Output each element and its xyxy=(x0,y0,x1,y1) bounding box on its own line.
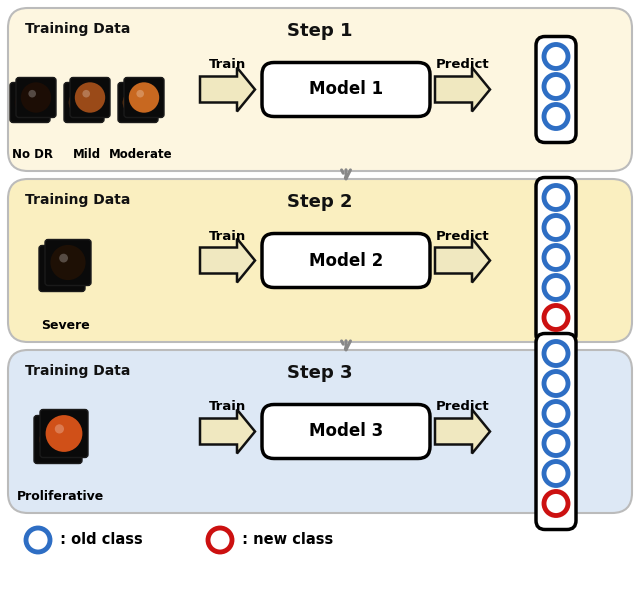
Circle shape xyxy=(544,306,568,329)
Text: Predict: Predict xyxy=(436,58,490,71)
Text: Training Data: Training Data xyxy=(26,364,131,378)
FancyArrow shape xyxy=(200,238,255,283)
FancyBboxPatch shape xyxy=(262,234,430,287)
FancyBboxPatch shape xyxy=(262,405,430,458)
Circle shape xyxy=(544,276,568,300)
Circle shape xyxy=(544,431,568,455)
Circle shape xyxy=(544,491,568,516)
Circle shape xyxy=(22,95,30,103)
FancyBboxPatch shape xyxy=(536,37,576,143)
Circle shape xyxy=(136,90,144,97)
Circle shape xyxy=(544,372,568,395)
Text: : old class: : old class xyxy=(55,533,143,548)
Circle shape xyxy=(55,424,64,434)
Circle shape xyxy=(544,185,568,209)
FancyBboxPatch shape xyxy=(536,178,576,343)
Circle shape xyxy=(544,44,568,68)
Circle shape xyxy=(76,95,84,103)
Circle shape xyxy=(69,87,99,117)
FancyArrow shape xyxy=(435,238,490,283)
FancyBboxPatch shape xyxy=(64,83,104,123)
Text: No DR: No DR xyxy=(13,148,54,161)
Circle shape xyxy=(60,254,68,263)
Circle shape xyxy=(544,342,568,365)
Text: Train: Train xyxy=(209,58,246,71)
Circle shape xyxy=(44,251,79,286)
FancyArrow shape xyxy=(435,67,490,112)
Circle shape xyxy=(544,215,568,240)
FancyBboxPatch shape xyxy=(124,77,164,117)
Circle shape xyxy=(83,90,90,97)
Circle shape xyxy=(129,82,159,113)
Text: Proliferative: Proliferative xyxy=(17,490,104,503)
Circle shape xyxy=(544,402,568,425)
Circle shape xyxy=(208,528,232,552)
Circle shape xyxy=(26,528,50,552)
FancyBboxPatch shape xyxy=(70,77,110,117)
FancyBboxPatch shape xyxy=(262,63,430,116)
FancyBboxPatch shape xyxy=(8,8,632,171)
Circle shape xyxy=(49,430,58,440)
FancyBboxPatch shape xyxy=(45,240,91,286)
Text: Train: Train xyxy=(209,230,246,242)
Text: Train: Train xyxy=(209,401,246,414)
FancyBboxPatch shape xyxy=(118,83,158,123)
FancyBboxPatch shape xyxy=(16,77,56,117)
Circle shape xyxy=(20,82,51,113)
Text: Severe: Severe xyxy=(40,319,90,332)
Text: Training Data: Training Data xyxy=(26,193,131,207)
Circle shape xyxy=(45,415,83,452)
FancyBboxPatch shape xyxy=(10,83,50,123)
Text: Mild: Mild xyxy=(73,148,101,161)
FancyBboxPatch shape xyxy=(40,409,88,457)
Text: Model 3: Model 3 xyxy=(309,422,383,441)
Circle shape xyxy=(51,245,86,280)
Circle shape xyxy=(544,245,568,270)
Circle shape xyxy=(15,87,45,117)
Circle shape xyxy=(544,461,568,486)
Text: Predict: Predict xyxy=(436,230,490,242)
Circle shape xyxy=(75,82,105,113)
Text: Training Data: Training Data xyxy=(26,22,131,36)
FancyBboxPatch shape xyxy=(536,333,576,529)
Text: Model 2: Model 2 xyxy=(309,251,383,270)
FancyBboxPatch shape xyxy=(8,350,632,513)
Text: Predict: Predict xyxy=(436,401,490,414)
Circle shape xyxy=(28,90,36,97)
Text: Model 1: Model 1 xyxy=(309,80,383,99)
FancyBboxPatch shape xyxy=(39,245,85,291)
Circle shape xyxy=(53,260,62,268)
FancyArrow shape xyxy=(200,67,255,112)
FancyArrow shape xyxy=(435,409,490,454)
Circle shape xyxy=(544,104,568,129)
Circle shape xyxy=(40,421,76,458)
Text: : new class: : new class xyxy=(237,533,333,548)
Circle shape xyxy=(544,74,568,99)
FancyBboxPatch shape xyxy=(8,179,632,342)
Text: Moderate: Moderate xyxy=(109,148,173,161)
FancyArrow shape xyxy=(200,409,255,454)
Circle shape xyxy=(131,95,138,103)
Circle shape xyxy=(123,87,153,117)
FancyBboxPatch shape xyxy=(34,415,82,464)
Text: Step 1: Step 1 xyxy=(287,22,353,40)
Text: Step 3: Step 3 xyxy=(287,364,353,382)
Text: Step 2: Step 2 xyxy=(287,193,353,211)
